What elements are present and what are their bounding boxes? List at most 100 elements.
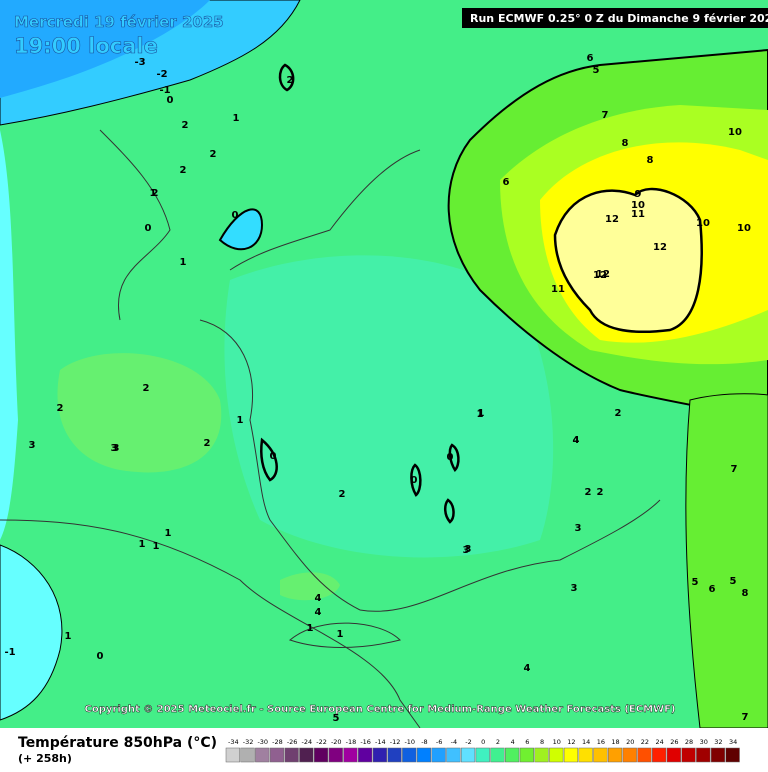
scale-label: -14 [375,738,386,746]
scale-swatch [284,747,299,763]
contour-labels: -3-2-10212221001223210200123445678891011… [4,53,751,724]
scale-label: -30 [257,738,268,746]
contour-label: 1 [477,409,484,420]
run-box [462,8,768,28]
scale-swatch [725,747,740,763]
contour-label: 10 [728,127,742,138]
scale-swatch [666,747,681,763]
contour-label: 3 [29,440,36,451]
scale-label: 32 [714,738,722,746]
contour-label: 12 [653,242,667,253]
contour-label: 2 [585,487,592,498]
contour-label: 12 [596,269,610,280]
scale-swatch [563,747,579,763]
scale-swatch [255,747,270,763]
contour-label: 3 [463,545,470,556]
contour-label: 2 [143,383,150,394]
scale-label: -22 [316,738,327,746]
contour-label: 2 [287,75,294,86]
contour-label: -1 [4,647,15,658]
scale-swatch [652,747,667,763]
contour-label: 3 [575,523,582,534]
contour-label: 0 [447,452,454,463]
contour-label: -1 [159,85,170,96]
scale-swatch [549,747,564,763]
contour-label: 7 [602,110,609,121]
scale-label: 18 [611,738,619,746]
run-info: Run ECMWF 0.25° 0 Z du Dimanche 9 févrie… [470,12,768,25]
scale-swatch [607,747,623,763]
contour-label: 4 [315,607,322,618]
contour-label: 8 [622,138,629,149]
contour-label: 2 [597,487,604,498]
contour-label: 0 [167,95,174,106]
scale-label: -10 [404,738,415,746]
scale-swatch [475,747,490,763]
warm-patch-south [280,572,340,601]
contour-label: 2 [204,438,211,449]
scale-swatch [299,747,314,763]
centre-field [224,255,554,558]
scale-swatch [387,747,402,763]
scale-label: 6 [525,738,529,746]
scale-swatch [343,747,358,763]
scale-swatch [240,747,255,763]
legend-title: Température 850hPa (°C) [18,735,217,751]
scale-swatch [328,747,343,763]
contour-label: 6 [709,584,716,595]
color-scale: -34 -32 -30 -28 -26 -24 -22 -20 -18 -16 -14 -12 -10-… [225,738,740,763]
contour-label: 5 [333,713,340,724]
scale-label: 30 [700,738,708,746]
scale-swatch [710,747,726,763]
scale-label: -32 [243,738,254,746]
scale-label: -28 [272,738,283,746]
contour-label: 2 [182,120,189,131]
scale-label: -12 [390,738,401,746]
contour-label: 8 [742,588,749,599]
contour-label: 8 [647,155,654,166]
contour-label: 6 [503,177,510,188]
contour-label: 0 [232,210,239,221]
contour-label: 1 [65,631,72,642]
scale-label: 12 [567,738,575,746]
contour-label: 3 [571,583,578,594]
scale-swatch [534,747,549,763]
cold-core [0,0,210,98]
scale-swatch [269,747,285,763]
scale-label: 14 [582,738,590,746]
contour-label: 1 [337,629,344,640]
contour-label: 4 [315,593,322,604]
contour-label: 3 [111,443,118,454]
contour-label: 0 [97,651,104,662]
contour-label: 11 [551,284,565,295]
cold-strip-south [0,544,63,721]
contour-label: 1 [478,408,485,419]
contour-label: 1 [307,623,314,634]
warm-southeast [685,393,768,729]
contour-label: 10 [737,223,751,234]
contour-label: 4 [524,663,531,674]
cold-cell [218,208,264,251]
warm-patch [57,353,222,473]
scale-swatch [402,747,417,763]
scale-swatch [460,747,476,763]
scale-swatch [578,747,593,763]
scale-label: 0 [481,738,485,746]
scale-label: 20 [626,738,634,746]
scale-label: -20 [331,738,342,746]
scale-swatch [372,747,387,763]
scale-swatch [593,747,608,763]
contour-label: 2 [339,489,346,500]
contour-label: 10 [631,200,645,211]
contour-label: 9 [635,189,642,200]
contour-label: 12 [605,214,619,225]
scale-label: -24 [302,738,313,746]
scale-swatch [681,747,696,763]
scale-label: -16 [360,738,371,746]
scale-label: -18 [346,738,357,746]
contour-label: 11 [631,209,645,220]
scale-label: 16 [597,738,605,746]
contour-label: 2 [180,165,187,176]
contour-label: 1 [180,257,187,268]
